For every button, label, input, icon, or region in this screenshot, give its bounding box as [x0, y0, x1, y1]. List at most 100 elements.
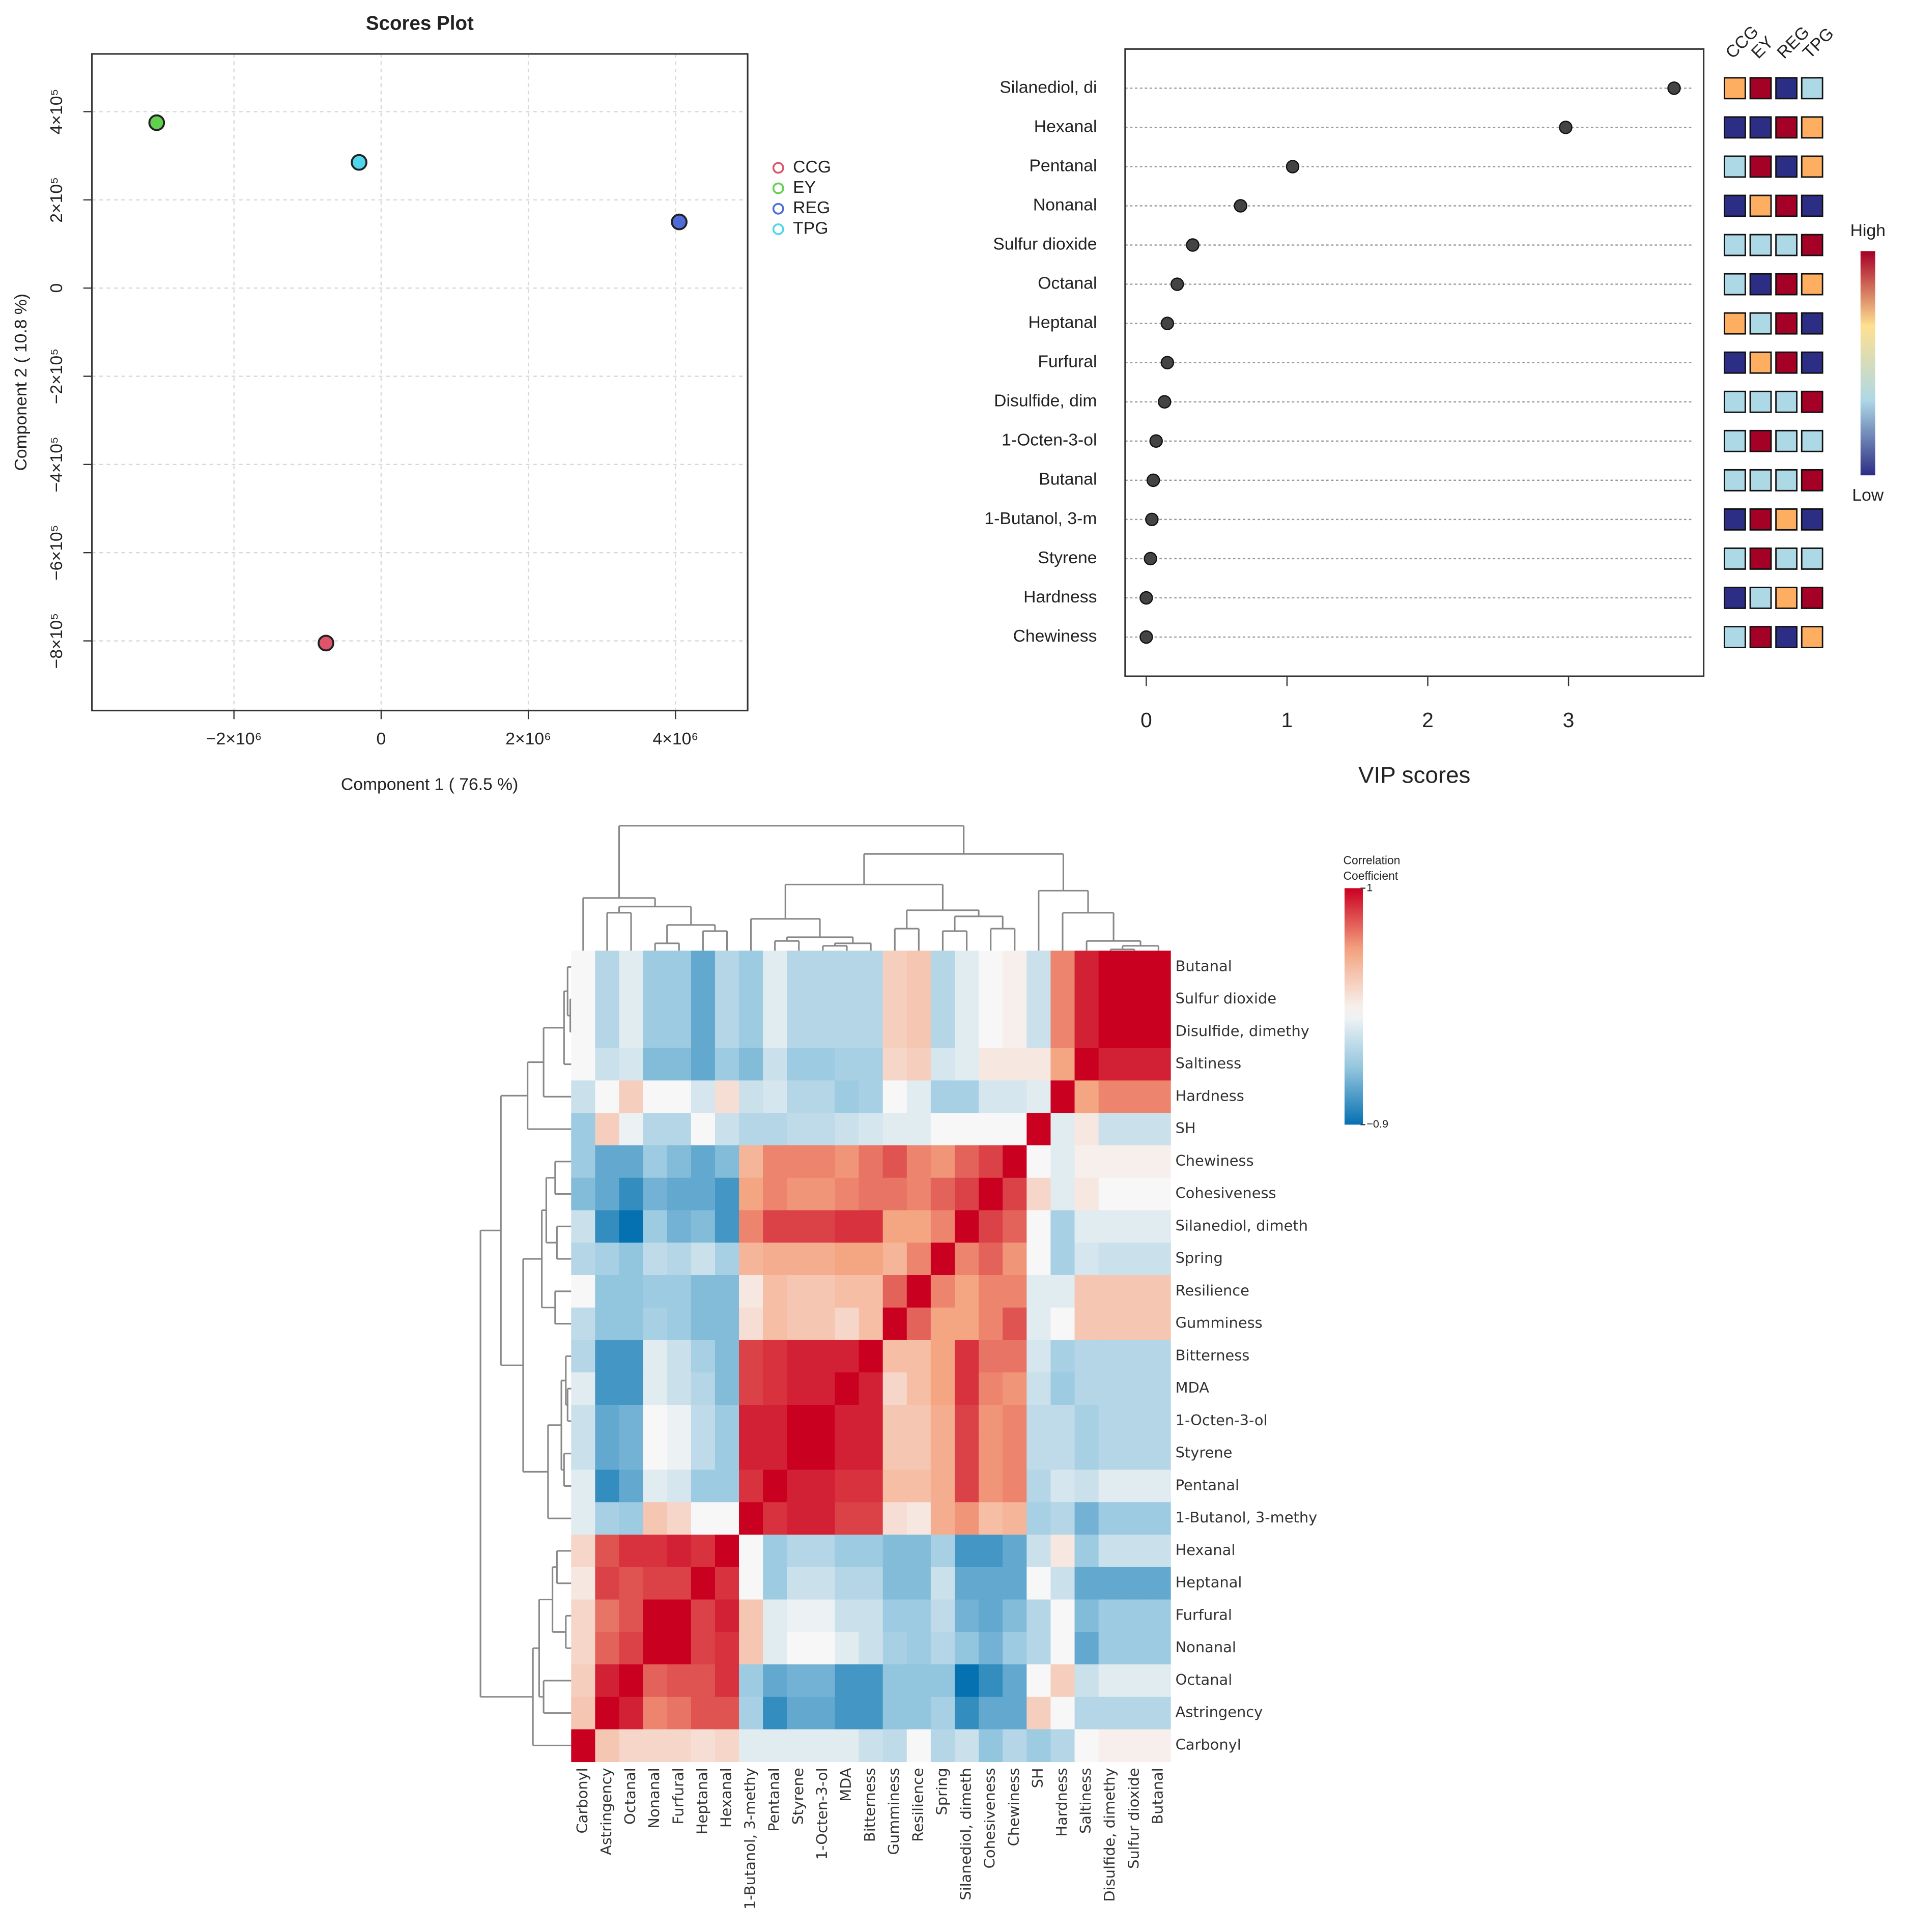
group-cell	[1801, 194, 1823, 217]
heat-cell	[715, 1113, 739, 1146]
group-cell	[1724, 626, 1746, 648]
heat-cell	[619, 1113, 644, 1146]
heat-cell	[859, 1696, 883, 1730]
heat-cell	[619, 950, 644, 984]
heat-cell	[1122, 1243, 1147, 1276]
group-cell	[1749, 234, 1772, 256]
group-cell	[1724, 116, 1746, 139]
row-label: MDA	[1176, 1379, 1210, 1396]
heat-cell	[595, 983, 620, 1016]
heat-cell	[1026, 1599, 1051, 1633]
heat-cell	[1146, 1404, 1171, 1438]
heat-cell	[643, 950, 668, 984]
heat-cell	[979, 1502, 1003, 1535]
heat-cell	[619, 1177, 644, 1211]
heat-cell	[1122, 1340, 1147, 1373]
y-tick-label: 4×10⁵	[47, 89, 66, 135]
category-label: 1-Octen-3-ol	[1002, 430, 1097, 450]
heat-cell	[619, 983, 644, 1016]
heat-cell	[1098, 1243, 1123, 1276]
group-cell	[1775, 390, 1798, 413]
heat-cell	[954, 950, 979, 984]
group-cell	[1801, 626, 1823, 648]
row-label: Astringency	[1176, 1704, 1263, 1721]
heat-cell	[930, 950, 955, 984]
heat-cell	[1146, 950, 1171, 984]
heat-cell	[835, 1535, 860, 1568]
group-cell	[1749, 469, 1772, 492]
heat-cell	[1098, 1145, 1123, 1178]
heat-cell	[835, 1372, 860, 1405]
heat-cell	[1122, 1372, 1147, 1405]
category-label: Butanal	[1039, 470, 1097, 489]
y-axis-label: Component 2 ( 10.8 %)	[11, 294, 31, 471]
heat-cell	[954, 1145, 979, 1178]
heat-cell	[595, 1372, 620, 1405]
legend-marker	[772, 203, 784, 215]
heat-cell	[691, 1275, 716, 1308]
heat-cell	[1074, 1243, 1099, 1276]
category-label: Silanediol, di	[1000, 77, 1097, 97]
heat-cell	[1050, 1177, 1075, 1211]
heat-cell	[1003, 983, 1028, 1016]
heat-cell	[1050, 1307, 1075, 1341]
heat-cell	[1003, 950, 1028, 984]
heat-cell	[906, 1404, 931, 1438]
column-label: SH	[1029, 1768, 1046, 1788]
heat-cell	[954, 1243, 979, 1276]
heat-cell	[1122, 1145, 1147, 1178]
group-cell	[1775, 234, 1798, 256]
group-cell	[1801, 508, 1823, 531]
heat-cell	[691, 1015, 716, 1049]
heat-cell	[763, 1599, 787, 1633]
row-label: 1-Butanol, 3-methy	[1176, 1509, 1318, 1526]
heat-cell	[954, 1437, 979, 1470]
column-label: Silanediol, dimeth	[957, 1768, 975, 1900]
heat-cell	[715, 1599, 739, 1633]
heat-cell	[667, 1177, 692, 1211]
heat-cell	[1003, 1404, 1028, 1438]
heat-cell	[1074, 1469, 1099, 1503]
heat-cell	[619, 1210, 644, 1243]
legend-label: EY	[793, 178, 816, 197]
heat-cell	[667, 1632, 692, 1665]
heat-cell	[1050, 1243, 1075, 1276]
heat-cell	[1074, 1404, 1099, 1438]
heat-cell	[667, 1307, 692, 1341]
column-label: Styrene	[789, 1768, 807, 1825]
group-cell	[1749, 429, 1772, 452]
colorbar-title: Correlation	[1344, 854, 1401, 867]
group-cell	[1775, 508, 1798, 531]
heat-cell	[595, 950, 620, 984]
heat-cell	[1026, 1113, 1051, 1146]
heat-cell	[835, 1664, 860, 1697]
heat-cell	[571, 1502, 596, 1535]
heat-cell	[571, 1404, 596, 1438]
heat-cell	[739, 1113, 763, 1146]
column-label: Cohesiveness	[981, 1768, 998, 1868]
heat-cell	[811, 1404, 836, 1438]
heat-cell	[619, 1145, 644, 1178]
heat-cell	[763, 1048, 787, 1081]
heat-cell	[643, 1372, 668, 1405]
heat-cell	[691, 1696, 716, 1730]
heat-cell	[691, 1372, 716, 1405]
point	[148, 114, 165, 131]
heat-cell	[643, 1340, 668, 1373]
group-cell	[1749, 116, 1772, 139]
heat-cell	[739, 1340, 763, 1373]
heat-cell	[1003, 1080, 1028, 1113]
heat-cell	[906, 950, 931, 984]
heat-cell	[859, 1437, 883, 1470]
heat-cell	[667, 1145, 692, 1178]
heat-cell	[643, 1177, 668, 1211]
heat-cell	[1122, 1080, 1147, 1113]
heat-cell	[643, 1696, 668, 1730]
heat-cell	[954, 1210, 979, 1243]
heat-cell	[1074, 1729, 1099, 1763]
heat-cell	[811, 1372, 836, 1405]
heat-cell	[882, 1177, 907, 1211]
heat-cell	[715, 1404, 739, 1438]
group-cell	[1724, 508, 1746, 531]
heat-cell	[1098, 1015, 1123, 1049]
